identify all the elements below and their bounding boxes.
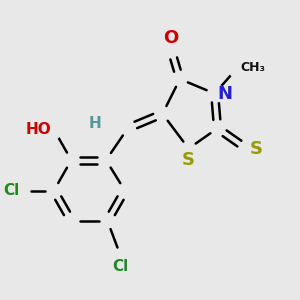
Text: N: N [218,85,232,103]
Circle shape [241,140,258,157]
Circle shape [11,181,29,200]
Circle shape [111,249,130,268]
Circle shape [181,143,197,160]
Circle shape [95,118,108,130]
Text: CH₃: CH₃ [241,61,266,74]
Text: HO: HO [26,122,52,137]
Text: H: H [89,116,102,131]
Text: Cl: Cl [112,259,129,274]
Text: S: S [249,140,262,158]
Circle shape [229,55,253,80]
Circle shape [41,120,62,140]
Text: S: S [182,152,195,169]
Text: O: O [164,28,179,46]
Text: Cl: Cl [4,183,20,198]
Circle shape [163,38,180,55]
Circle shape [209,85,226,102]
